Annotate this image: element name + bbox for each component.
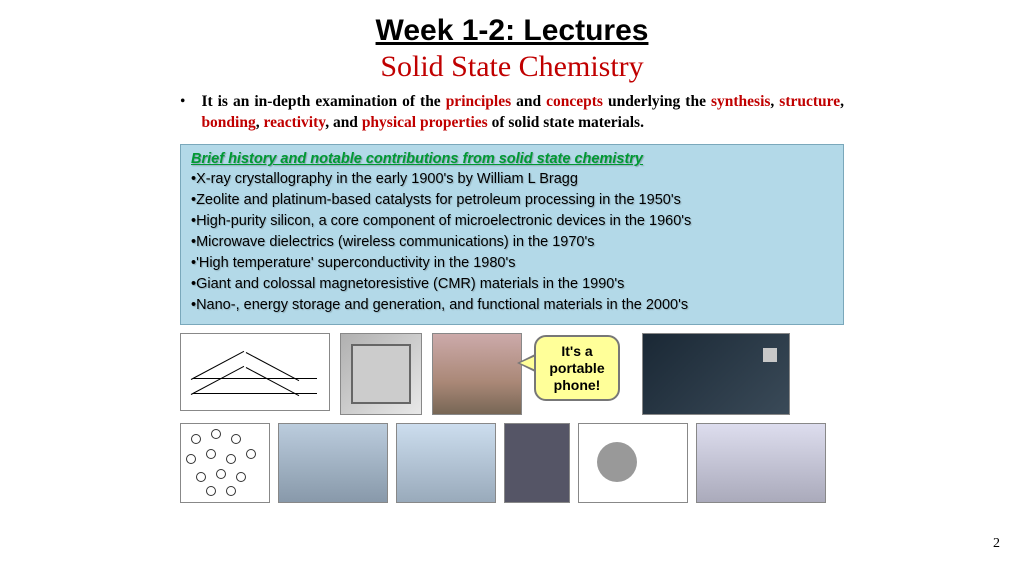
mobile-phone-image (504, 423, 570, 503)
xray-diffraction-diagram (180, 333, 330, 411)
cell-tower-image (396, 423, 496, 503)
history-box: Brief history and notable contributions … (180, 144, 844, 325)
man-with-phone-image (432, 333, 522, 415)
history-item: •Nano-, energy storage and generation, a… (191, 295, 833, 316)
history-item: •Giant and colossal magnetoresistive (CM… (191, 274, 833, 295)
oil-refinery-image (278, 423, 388, 503)
history-item: •'High temperature' superconductivity in… (191, 253, 833, 274)
intro-bullet: • It is an in-depth examination of the p… (180, 92, 844, 134)
intro-text: It is an in-depth examination of the pri… (201, 92, 844, 134)
history-title: Brief history and notable contributions … (191, 151, 833, 167)
image-gallery: It's a portable phone! (180, 333, 844, 508)
speech-bubble: It's a portable phone! (534, 335, 620, 401)
page-number: 2 (993, 536, 1000, 552)
history-item: •High-purity silicon, a core component o… (191, 211, 833, 232)
history-item: •Zeolite and platinum-based catalysts fo… (191, 190, 833, 211)
slide-title-main: Week 1-2: Lectures (60, 14, 964, 48)
history-item: •Microwave dielectrics (wireless communi… (191, 232, 833, 253)
history-item: •X-ray crystallography in the early 1900… (191, 169, 833, 190)
slide-title-sub: Solid State Chemistry (60, 50, 964, 84)
magnetic-pin-image (642, 333, 790, 415)
hard-disk-image (578, 423, 688, 503)
zeolite-structure-image (180, 423, 270, 503)
maglev-train-image (696, 423, 826, 503)
cpu-chip-image (340, 333, 422, 415)
bullet-marker: • (180, 92, 185, 113)
